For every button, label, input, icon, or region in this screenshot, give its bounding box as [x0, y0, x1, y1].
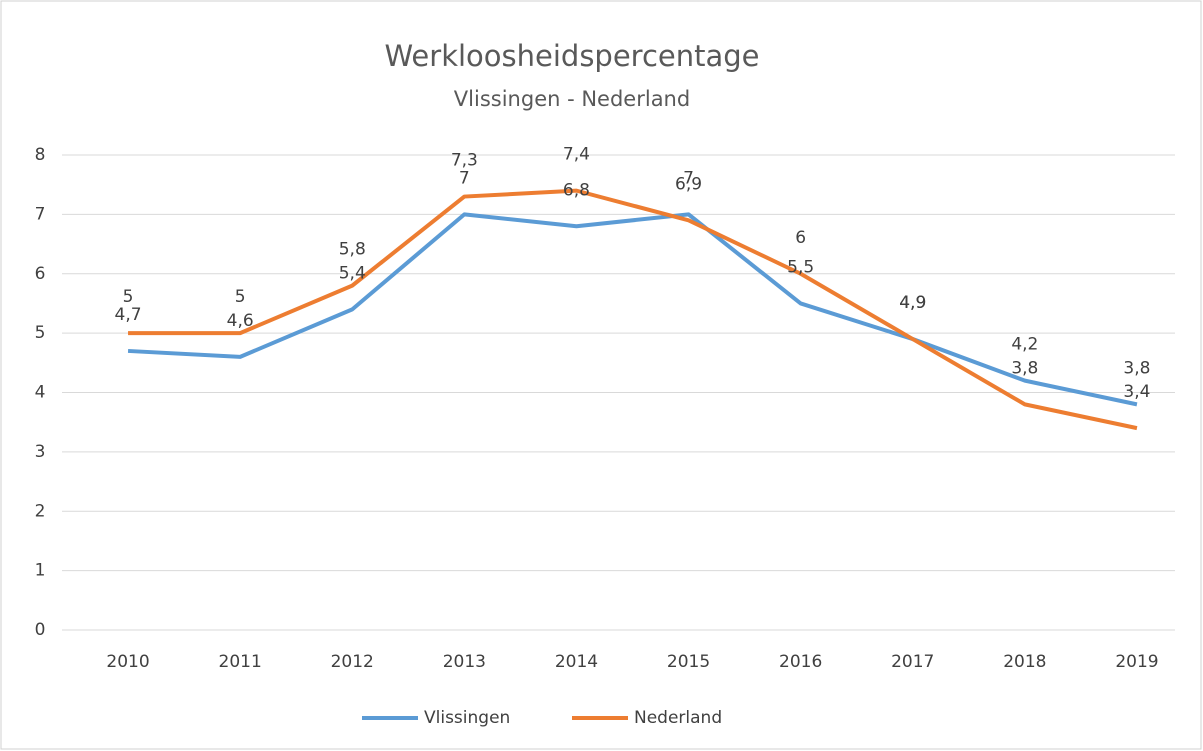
series-line — [128, 188, 1138, 431]
chart-title: Werkloosheidspercentage — [384, 39, 759, 73]
data-label: 7,3 — [451, 151, 478, 171]
y-tick-label: 1 — [35, 561, 46, 581]
data-label: 5,5 — [787, 257, 814, 277]
x-tick-label: 2019 — [1115, 652, 1158, 672]
x-tick-label: 2010 — [106, 652, 149, 672]
data-label: 5,8 — [339, 240, 366, 260]
y-tick-label: 3 — [35, 442, 46, 462]
data-label: 7 — [683, 168, 694, 188]
data-label: 7,4 — [563, 145, 590, 165]
y-tick-label: 0 — [35, 620, 46, 640]
y-tick-label: 8 — [35, 145, 46, 165]
data-label: 4,6 — [227, 311, 254, 331]
data-label: 5 — [123, 287, 134, 307]
x-tick-label: 2016 — [779, 652, 822, 672]
x-tick-label: 2013 — [443, 652, 486, 672]
chart-subtitle: Vlissingen - Nederland — [454, 87, 690, 111]
y-tick-label: 7 — [35, 204, 46, 224]
data-label: 4,7 — [115, 305, 142, 325]
data-label: 3,8 — [1123, 358, 1150, 378]
data-label: 5 — [235, 287, 246, 307]
data-label: 4,9 — [899, 293, 926, 313]
series-line — [127, 212, 1138, 407]
data-label: 4,9 — [899, 293, 926, 313]
y-tick-label: 2 — [35, 501, 46, 521]
x-tick-label: 2011 — [219, 652, 262, 672]
data-label: 6,8 — [563, 180, 590, 200]
data-label: 3,4 — [1123, 382, 1150, 402]
legend-label: Vlissingen — [424, 708, 510, 728]
y-tick-label: 5 — [35, 323, 46, 343]
x-tick-label: 2012 — [331, 652, 374, 672]
data-label: 6 — [795, 228, 806, 248]
x-tick-label: 2017 — [891, 652, 934, 672]
x-tick-label: 2015 — [667, 652, 710, 672]
y-tick-label: 4 — [35, 383, 46, 403]
data-label: 3,8 — [1011, 358, 1038, 378]
data-label: 6,9 — [675, 174, 702, 194]
data-label: 5,4 — [339, 263, 366, 283]
x-tick-label: 2014 — [555, 652, 598, 672]
data-label: 7 — [459, 168, 470, 188]
x-tick-label: 2018 — [1003, 652, 1046, 672]
y-tick-label: 6 — [35, 264, 46, 284]
legend-label: Nederland — [634, 708, 722, 728]
data-label: 4,2 — [1011, 335, 1038, 355]
